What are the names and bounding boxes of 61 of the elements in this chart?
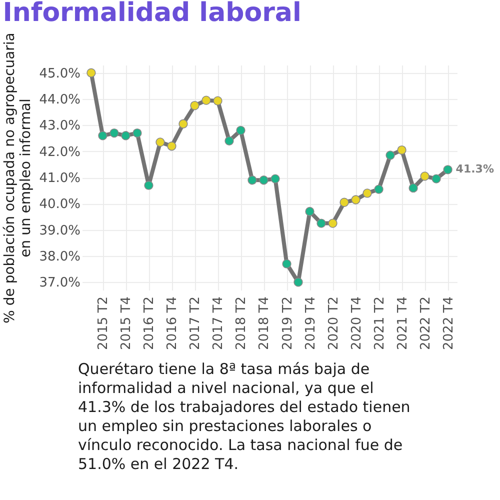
x-tick-label: 2015 T2 [96, 296, 112, 350]
point [224, 136, 234, 146]
x-tick-label: 2016 T2 [142, 296, 158, 350]
point [202, 96, 211, 105]
point [132, 128, 142, 138]
data-label: 41.3% [456, 162, 494, 176]
x-tick-label: 2019 T2 [280, 296, 296, 350]
x-tick-label: 2022 T2 [418, 296, 434, 350]
y-tick-label: 45.0% [39, 66, 80, 82]
point [213, 96, 222, 106]
x-tick-label: 2017 T2 [188, 296, 204, 350]
point [386, 150, 395, 160]
point [178, 119, 188, 128]
point [294, 278, 303, 287]
point [167, 142, 176, 151]
y-tick-label: 41.0% [39, 171, 80, 186]
text: Querétaro tiene la 8ª tasa más baja de informalidad a nivel nacional, ya que el 41.3% de los trabajadores del estado tienen un empleo sin prestaciones laborales o vínculo reconocido. La tasa nacional fue de 51.0% en el 2022 T4. [78, 360, 410, 473]
y-tick-label: 39.0% [39, 223, 80, 238]
y-tick-label: 40.0% [39, 197, 80, 212]
point [248, 176, 257, 185]
point [190, 100, 200, 110]
point [408, 183, 418, 193]
x-tick-label: 2018 T4 [257, 296, 272, 350]
x-tick-label: 2021 T2 [372, 296, 388, 350]
point [282, 259, 292, 268]
point [351, 195, 360, 204]
point [305, 206, 314, 216]
x-tick-label: 2020 T2 [326, 296, 342, 350]
x-tick-label: 2019 T4 [303, 296, 318, 350]
point [420, 172, 430, 181]
point [236, 126, 246, 135]
point [374, 184, 384, 194]
y-axis-title: % de población ocupada no agropecuaria en un empleo informal [2, 32, 34, 324]
x-tick-label: 2020 T4 [349, 296, 364, 350]
x-tick-label: 2018 T2 [234, 296, 250, 350]
y-tick-label: 38.0% [39, 249, 80, 264]
point [328, 218, 338, 228]
x-tick-label: 2022 T4 [441, 296, 456, 350]
y-tick-label: 37.0% [39, 276, 80, 291]
point [259, 176, 268, 185]
point [362, 188, 372, 198]
point [121, 131, 130, 140]
point [144, 180, 154, 190]
y-tick-label: 44.0% [39, 92, 80, 108]
point [443, 165, 452, 174]
point [340, 198, 349, 207]
x-tick-label: 2015 T4 [119, 296, 134, 350]
chart-title: Informalidad laboral [2, 0, 302, 28]
point [316, 218, 326, 228]
point [432, 174, 441, 184]
x-tick-label: 2017 T4 [211, 296, 226, 350]
x-tick-label: 2021 T4 [395, 296, 410, 350]
y-tick-label: 42.0% [39, 144, 80, 160]
x-tick-label: 2016 T4 [165, 296, 180, 350]
point [270, 174, 280, 184]
point [110, 128, 119, 138]
y-tick-label: 43.0% [39, 118, 80, 134]
point [86, 68, 96, 78]
point [397, 145, 406, 155]
point [156, 138, 165, 147]
point [98, 131, 108, 140]
